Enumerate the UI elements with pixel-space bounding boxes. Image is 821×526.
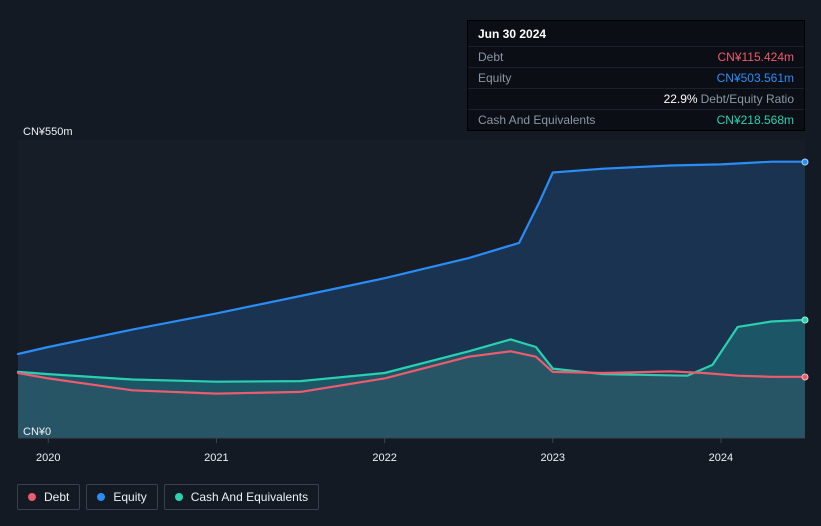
legend-item-label: Equity <box>113 490 146 504</box>
tooltip-row: 22.9%Debt/Equity Ratio <box>468 89 804 110</box>
legend-dot-icon <box>97 493 105 501</box>
legend-item-label: Debt <box>44 490 69 504</box>
tooltip-row-value: CN¥115.424m <box>718 50 795 64</box>
tooltip-row-label: Equity <box>478 71 511 85</box>
tooltip-row-value: CN¥218.568m <box>717 113 794 127</box>
legend-item-debt[interactable]: Debt <box>17 484 80 510</box>
series-end-dot-debt <box>802 373 809 380</box>
x-axis-label: 2023 <box>541 452 565 464</box>
legend-item-cash-and-equivalents[interactable]: Cash And Equivalents <box>164 484 319 510</box>
legend-dot-icon <box>175 493 183 501</box>
tooltip-row-label: Debt <box>478 50 503 64</box>
legend-dot-icon <box>28 493 36 501</box>
tooltip-row-suffix: Debt/Equity Ratio <box>701 92 794 106</box>
tooltip-row: Cash And Equivalents CN¥218.568m <box>468 110 804 130</box>
tooltip-row: Equity CN¥503.561m <box>468 68 804 89</box>
chart-legend: Debt Equity Cash And Equivalents <box>17 484 319 510</box>
tooltip-title: Jun 30 2024 <box>468 21 804 47</box>
tooltip-row-value: CN¥503.561m <box>717 71 794 85</box>
x-axis-label: 2022 <box>372 452 396 464</box>
x-axis-label: 2021 <box>204 452 228 464</box>
tooltip-row-label: Cash And Equivalents <box>478 113 595 127</box>
tooltip-row: Debt CN¥115.424m <box>468 47 804 68</box>
series-end-dot-equity <box>802 158 809 165</box>
x-axis-label: 2020 <box>36 452 60 464</box>
y-axis-label: CN¥550m <box>23 126 73 138</box>
tooltip-row-value: 22.9% <box>664 92 698 106</box>
legend-item-label: Cash And Equivalents <box>191 490 308 504</box>
chart-tooltip: Jun 30 2024 Debt CN¥115.424m Equity CN¥503.5… <box>467 20 805 131</box>
y-axis-label: CN¥0 <box>23 426 51 438</box>
legend-item-equity[interactable]: Equity <box>86 484 157 510</box>
series-end-dot-cash-and-equivalents <box>802 316 809 323</box>
x-axis-label: 2024 <box>709 452 733 464</box>
